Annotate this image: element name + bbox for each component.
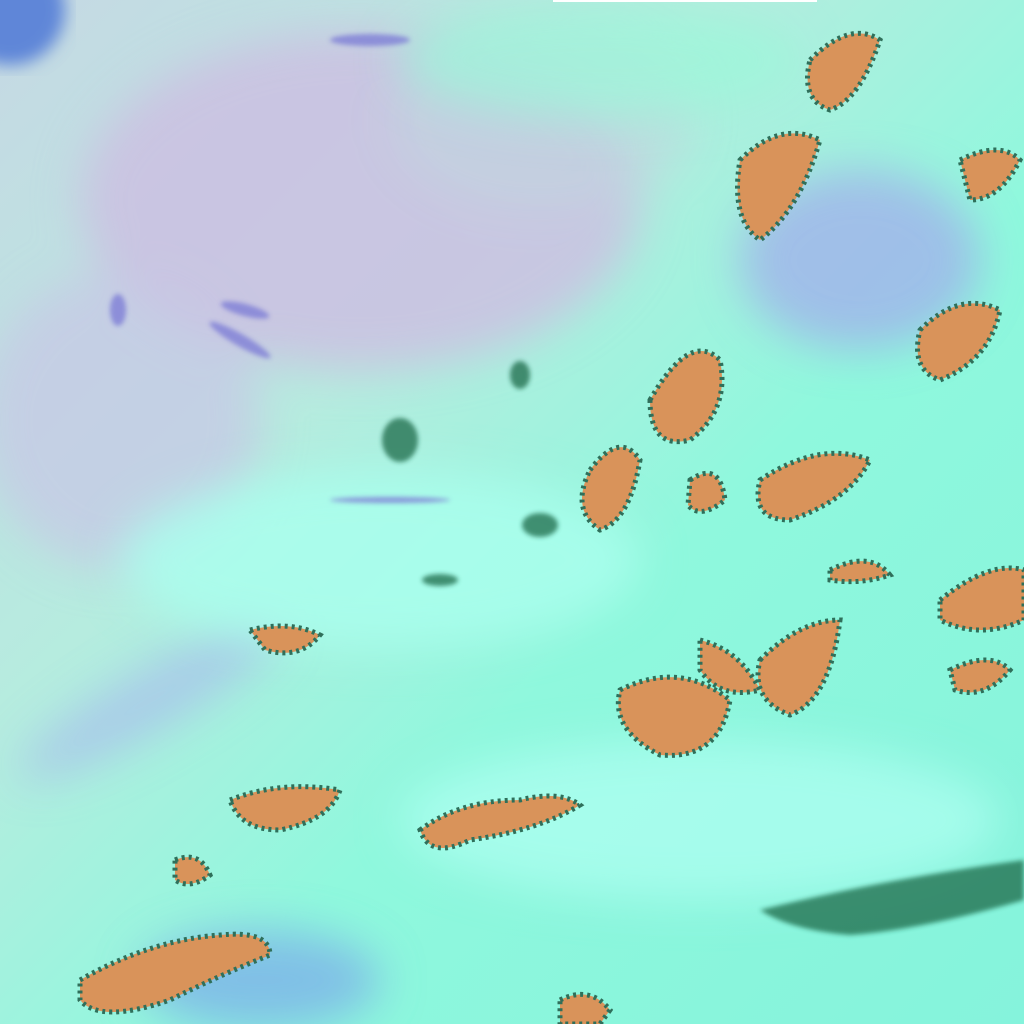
water-corner [0,0,65,65]
bright-clouds [120,0,1000,900]
convective-cells [77,30,1024,1024]
dark-cloud-band [382,361,1024,935]
top-edge-bar [553,0,817,2]
shadow-streaks [110,34,450,503]
